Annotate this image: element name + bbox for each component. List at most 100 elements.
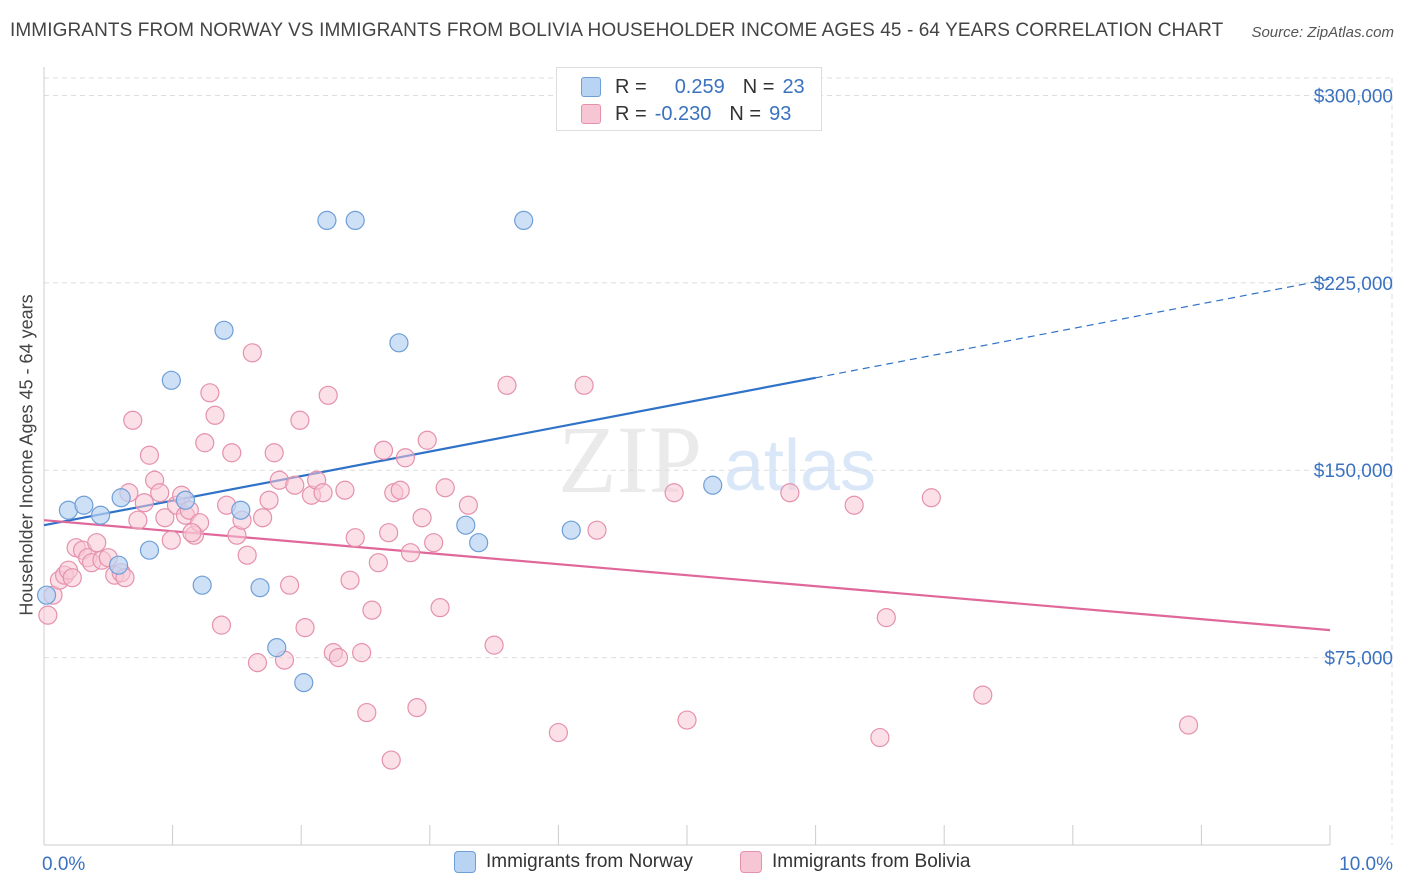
legend-item-bolivia[interactable]: Immigrants from Bolivia bbox=[740, 851, 971, 873]
correlation-legend: R = 0.259 N = 23 R = -0.230 N = 93 bbox=[556, 67, 822, 131]
legend-item-norway[interactable]: Immigrants from Norway bbox=[454, 851, 693, 873]
norway-points bbox=[36, 210, 723, 693]
bolivia-point bbox=[435, 478, 455, 498]
x-tick-label: 0.0% bbox=[42, 854, 85, 875]
norway-point bbox=[161, 370, 181, 390]
bolivia-point bbox=[222, 443, 242, 463]
bolivia-point bbox=[844, 495, 864, 515]
bolivia-point bbox=[390, 480, 410, 500]
y-tick-label: $225,000 bbox=[1314, 274, 1393, 295]
norway-point bbox=[389, 333, 409, 353]
bolivia-point bbox=[87, 533, 107, 553]
bolivia-point bbox=[424, 533, 444, 553]
bolivia-point bbox=[352, 643, 372, 663]
bolivia-point bbox=[134, 493, 154, 513]
bolivia-point bbox=[123, 410, 143, 430]
bolivia-point bbox=[921, 488, 941, 508]
bolivia-point bbox=[182, 523, 202, 543]
bolivia-point bbox=[205, 405, 225, 425]
norway-point bbox=[108, 555, 129, 575]
norway-point bbox=[703, 475, 723, 495]
norway-trend-extension bbox=[815, 278, 1331, 379]
bolivia-legend-label: Immigrants from Bolivia bbox=[772, 851, 971, 872]
norway-point bbox=[90, 505, 111, 525]
bolivia-legend-swatch bbox=[740, 851, 762, 873]
bolivia-point bbox=[253, 508, 273, 528]
norway-legend-label: Immigrants from Norway bbox=[486, 851, 693, 872]
bolivia-point bbox=[161, 530, 181, 550]
bolivia-point bbox=[285, 475, 305, 495]
bolivia-n-label: N = bbox=[729, 102, 762, 125]
bolivia-point bbox=[373, 440, 394, 460]
norway-legend-swatch bbox=[454, 851, 476, 873]
norway-point bbox=[294, 673, 314, 693]
bolivia-points bbox=[38, 343, 1199, 770]
bolivia-point bbox=[574, 375, 594, 395]
bolivia-point bbox=[340, 570, 360, 590]
bolivia-point bbox=[259, 490, 279, 510]
y-tick-label: $75,000 bbox=[1324, 649, 1393, 670]
legend-row-norway: R = 0.259 N = 23 bbox=[581, 75, 805, 99]
norway-point bbox=[469, 533, 489, 553]
bolivia-point bbox=[195, 433, 215, 453]
bolivia-point bbox=[295, 618, 315, 638]
norway-point bbox=[514, 210, 534, 231]
bolivia-point bbox=[1178, 715, 1199, 735]
bolivia-point bbox=[548, 722, 569, 743]
bolivia-point bbox=[379, 523, 399, 543]
bolivia-trend-line bbox=[43, 519, 1331, 632]
tick-labels: $75,000 $150,000 $225,000 $300,000 0.0% 10.0% bbox=[42, 86, 1393, 875]
bolivia-point bbox=[200, 383, 220, 403]
bolivia-point bbox=[128, 510, 148, 530]
bolivia-point bbox=[38, 605, 58, 625]
bolivia-point bbox=[211, 615, 232, 635]
norway-point bbox=[561, 520, 581, 540]
norway-point bbox=[36, 585, 57, 605]
norway-point bbox=[231, 500, 251, 520]
bolivia-point bbox=[973, 685, 993, 705]
bolivia-point bbox=[242, 343, 262, 363]
bolivia-point bbox=[677, 710, 697, 730]
bolivia-point bbox=[368, 553, 388, 573]
norway-swatch bbox=[581, 77, 601, 97]
bolivia-point bbox=[876, 608, 896, 628]
bolivia-point bbox=[247, 653, 268, 673]
grid-lines bbox=[44, 77, 1393, 845]
norway-point bbox=[214, 320, 234, 340]
bolivia-point bbox=[290, 410, 310, 430]
norway-point bbox=[250, 578, 270, 598]
y-tick-label: $300,000 bbox=[1314, 86, 1393, 107]
bolivia-point bbox=[264, 443, 284, 463]
norway-point bbox=[317, 210, 337, 231]
norway-point bbox=[139, 540, 160, 560]
legend-row-bolivia: R = -0.230 N = 93 bbox=[581, 102, 791, 126]
bolivia-point bbox=[587, 520, 607, 540]
bolivia-point bbox=[362, 600, 382, 620]
chart-source: Source: ZipAtlas.com bbox=[1251, 24, 1394, 41]
bolivia-point bbox=[497, 375, 517, 395]
norway-r-label: R = bbox=[615, 75, 647, 98]
bolivia-point bbox=[237, 545, 257, 565]
bolivia-point bbox=[328, 648, 349, 668]
norway-n-value: 23 bbox=[782, 75, 805, 98]
norway-point bbox=[175, 490, 196, 510]
bolivia-point bbox=[395, 448, 415, 468]
bolivia-point bbox=[155, 508, 175, 528]
bolivia-point bbox=[412, 508, 432, 528]
bolivia-n-value: 93 bbox=[769, 102, 792, 125]
bolivia-point bbox=[357, 702, 377, 723]
norway-point bbox=[456, 515, 476, 535]
bolivia-r-label: R = bbox=[615, 102, 647, 125]
bolivia-point bbox=[345, 528, 365, 548]
bolivia-point bbox=[400, 543, 421, 563]
norway-n-label: N = bbox=[742, 75, 775, 98]
chart-title: IMMIGRANTS FROM NORWAY VS IMMIGRANTS FRO… bbox=[10, 20, 1224, 41]
bolivia-point bbox=[458, 495, 478, 515]
bolivia-point bbox=[484, 635, 504, 655]
y-axis-label: Householder Income Ages 45 - 64 years bbox=[16, 294, 37, 616]
bolivia-r-value: -0.230 bbox=[654, 102, 712, 125]
bolivia-point bbox=[150, 483, 170, 503]
watermark-atlas: atlas bbox=[724, 426, 876, 506]
bolivia-point bbox=[407, 697, 427, 718]
